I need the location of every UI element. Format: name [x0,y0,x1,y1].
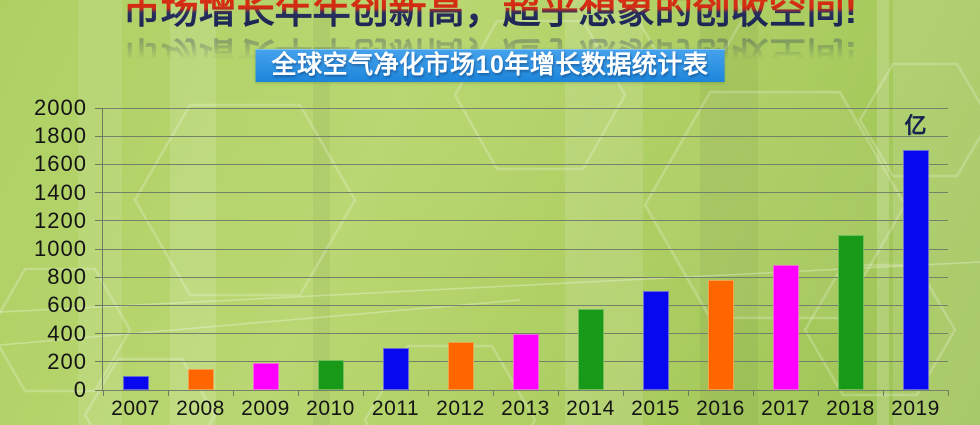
gridline [103,389,948,391]
banner: 全球空气净化市场10年增长数据统计表 [256,49,725,82]
y-axis-tick [95,107,103,109]
gridline [103,135,948,137]
x-axis-label: 2018 [826,397,875,420]
bar-2015 [642,291,669,390]
y-axis-label: 1000 [34,236,87,261]
bar-2008 [187,368,214,390]
x-axis-label: 2015 [631,397,680,420]
y-axis-tick [95,163,103,165]
y-axis-tick [95,276,103,278]
y-axis-tick [95,304,103,306]
bar-2019 [902,150,929,390]
y-axis-tick [95,220,103,222]
y-axis-label: 800 [47,264,87,290]
x-axis-tick [428,390,429,396]
x-axis-tick [948,390,949,396]
x-axis-label: 2017 [761,397,810,420]
bar-2009 [252,363,279,390]
y-axis-tick [95,135,103,137]
x-axis-label: 2012 [436,397,485,420]
x-axis-tick [493,390,494,396]
unit-label-reflection: 亿 [883,131,948,141]
gridline [103,107,948,109]
y-axis-label: 600 [47,292,87,318]
x-axis-label: 2008 [176,397,225,420]
bar-2016 [707,280,734,390]
gridline [103,276,948,278]
bar-2013 [512,333,539,390]
gridline [103,248,948,250]
x-axis-tick [818,390,819,396]
page-title: 市场增长年年创新高，超乎想象的创收空间! [0,0,980,34]
bar-2010 [317,360,344,390]
gridline [103,163,948,165]
unit-label: 亿 [904,113,927,138]
y-axis-tick [95,333,103,335]
bar-2014 [577,308,604,390]
y-axis-line [102,108,103,390]
x-axis-tick [883,390,884,396]
bar-2018 [837,234,864,390]
y-axis-tick [95,192,103,194]
x-axis-label: 2016 [696,397,745,420]
y-axis-tick [95,361,103,363]
x-axis-tick [298,390,299,396]
y-axis-tick [95,248,103,250]
x-axis-label: 2007 [111,397,160,420]
y-axis-label: 1800 [34,123,87,149]
bar-2012 [447,342,474,390]
y-axis-label: 200 [47,348,87,374]
y-axis-label: 1600 [34,151,87,177]
x-axis-label: 2010 [306,397,355,420]
x-axis-label: 2013 [501,397,550,420]
bar-2017 [772,264,799,390]
gridline [103,192,948,194]
bar-2011 [382,347,409,390]
x-axis-label: 2011 [371,397,420,420]
x-axis-label: 2019 [891,397,940,420]
bar-2007 [122,375,149,390]
x-axis-tick [688,390,689,396]
y-axis-label: 1200 [34,207,87,233]
x-axis-tick [103,390,104,396]
x-axis-tick [558,390,559,396]
y-axis-tick [95,389,103,391]
x-axis-tick [363,390,364,396]
y-axis-label: 0 [73,377,87,402]
x-axis-tick [753,390,754,396]
x-axis-tick [233,390,234,396]
gridline [103,220,948,222]
y-axis-label: 1400 [34,179,87,205]
x-axis-label: 2014 [566,397,615,420]
y-axis-label: 2000 [34,95,87,120]
x-axis-tick [623,390,624,396]
x-axis-tick [168,390,169,396]
y-axis-label: 400 [47,320,87,346]
x-axis-label: 2009 [241,397,290,420]
gridline [103,304,948,306]
